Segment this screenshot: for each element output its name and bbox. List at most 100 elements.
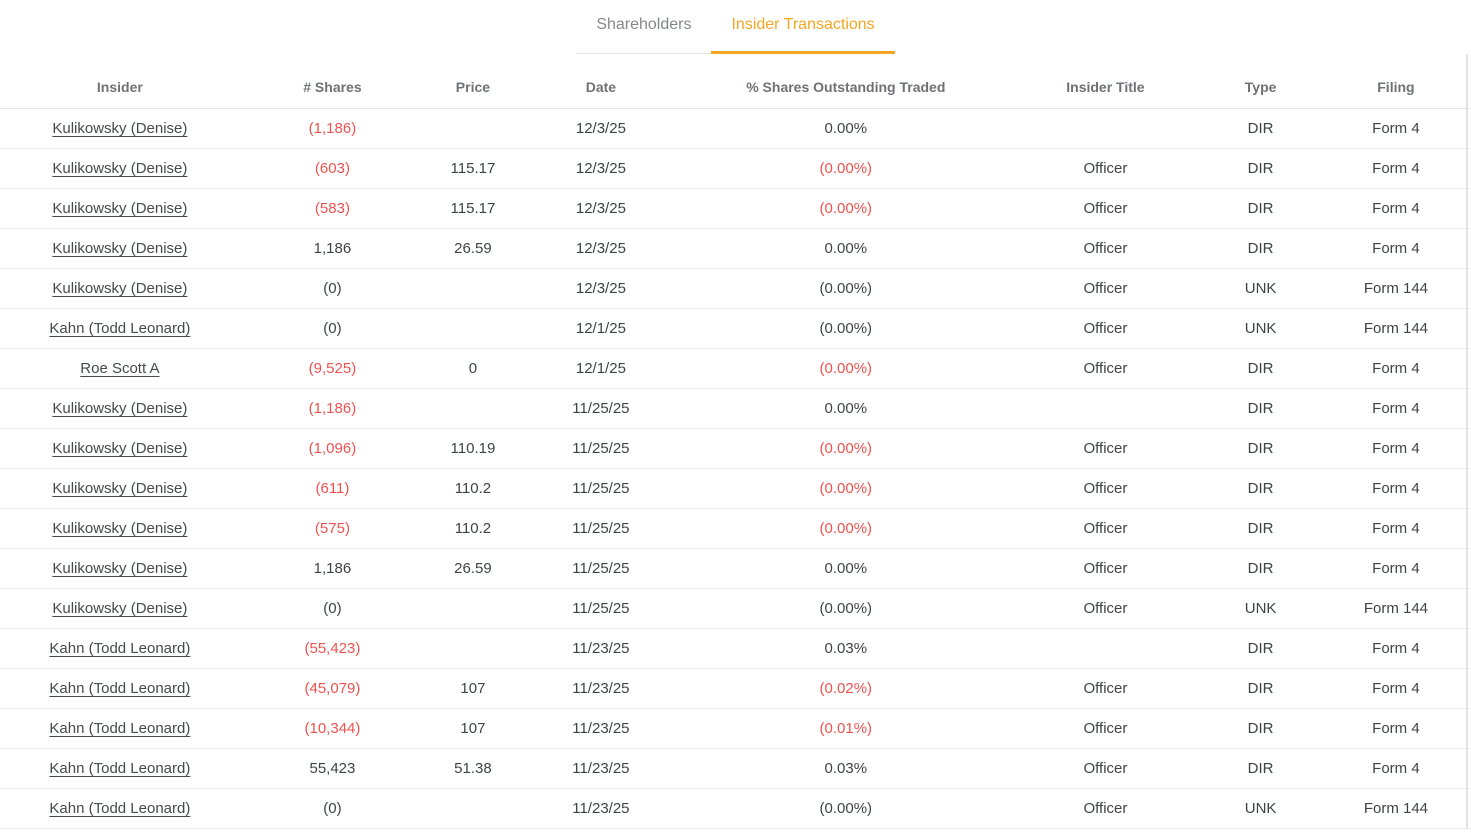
insider-link[interactable]: Kahn (Todd Leonard) <box>49 320 191 337</box>
table-row: Kulikowsky (Denise) (1,186) 11/25/25 0.0… <box>0 389 1471 429</box>
shares-cell: (1,186) <box>308 400 357 417</box>
type-cell: DIR <box>1247 200 1274 217</box>
insider-link[interactable]: Kahn (Todd Leonard) <box>49 680 191 697</box>
insider-title-cell: Officer <box>1083 280 1128 297</box>
price-cell: 115.17 <box>450 200 496 217</box>
insider-title-cell: Officer <box>1083 680 1128 697</box>
table-row: Kahn (Todd Leonard) (45,079) 107 11/23/2… <box>0 669 1471 709</box>
pct-shares-traded-cell: 0.03% <box>824 760 868 777</box>
filing-cell: Form 4 <box>1372 240 1420 257</box>
insider-title-cell: Officer <box>1083 560 1128 577</box>
filing-cell: Form 144 <box>1363 280 1429 297</box>
insider-title-cell: Officer <box>1083 320 1128 337</box>
type-cell: DIR <box>1247 240 1274 257</box>
filing-cell: Form 4 <box>1372 160 1420 177</box>
insider-link[interactable]: Kulikowsky (Denise) <box>52 240 188 257</box>
filing-cell: Form 4 <box>1372 440 1420 457</box>
insider-link[interactable]: Kulikowsky (Denise) <box>52 600 188 617</box>
column-header-pct-shares-outstanding-traded: % Shares Outstanding Traded <box>746 79 946 95</box>
type-cell: DIR <box>1247 440 1274 457</box>
insider-title-cell: Officer <box>1083 480 1128 497</box>
type-cell: DIR <box>1247 160 1274 177</box>
price-cell: 110.2 <box>454 480 492 497</box>
shares-cell: (603) <box>314 160 350 177</box>
pct-shares-traded-cell: 0.00% <box>824 560 868 577</box>
pct-shares-traded-cell: 0.00% <box>824 120 868 137</box>
type-cell: DIR <box>1247 480 1274 497</box>
insider-link[interactable]: Kahn (Todd Leonard) <box>49 720 191 737</box>
insider-link[interactable]: Kulikowsky (Denise) <box>52 560 188 577</box>
pct-shares-traded-cell: (0.00%) <box>819 480 873 497</box>
table-row: Kulikowsky (Denise) 1,186 26.59 11/25/25… <box>0 549 1471 589</box>
table-row: Kahn (Todd Leonard) (55,423) 11/23/25 0.… <box>0 629 1471 669</box>
date-cell: 12/3/25 <box>575 200 626 217</box>
table-row: Kulikowsky (Denise) (0) 12/3/25 (0.00%) … <box>0 269 1471 309</box>
shares-cell: (575) <box>314 520 350 537</box>
insider-link[interactable]: Kulikowsky (Denise) <box>52 520 188 537</box>
pct-shares-traded-cell: (0.00%) <box>819 200 873 217</box>
pct-shares-traded-cell: (0.00%) <box>819 440 873 457</box>
type-cell: DIR <box>1247 120 1274 137</box>
insider-title-cell: Officer <box>1083 360 1128 377</box>
price-cell: 107 <box>460 680 486 697</box>
insider-link[interactable]: Kulikowsky (Denise) <box>52 160 188 177</box>
date-cell: 11/23/25 <box>572 640 630 657</box>
insider-title-cell: Officer <box>1083 520 1128 537</box>
type-cell: UNK <box>1244 320 1277 337</box>
table-row: Kahn (Todd Leonard) 55,423 51.38 11/23/2… <box>0 749 1471 789</box>
scrollbar-track[interactable] <box>1466 54 1468 829</box>
shares-cell: 1,186 <box>313 240 352 257</box>
column-header-date: Date <box>585 79 617 95</box>
filing-cell: Form 144 <box>1363 320 1429 337</box>
insider-cell: Kahn (Todd Leonard) <box>0 760 240 777</box>
shares-cell: (10,344) <box>304 720 361 737</box>
date-cell: 12/3/25 <box>575 240 626 257</box>
insider-cell: Kahn (Todd Leonard) <box>0 680 240 697</box>
pct-shares-traded-cell: (0.00%) <box>819 800 873 817</box>
type-cell: DIR <box>1247 720 1274 737</box>
insider-link[interactable]: Kulikowsky (Denise) <box>52 200 188 217</box>
filing-cell: Form 4 <box>1372 480 1420 497</box>
insider-link[interactable]: Kulikowsky (Denise) <box>52 440 188 457</box>
tab-insider-transactions[interactable]: Insider Transactions <box>711 0 895 54</box>
insider-link[interactable]: Kahn (Todd Leonard) <box>49 760 191 777</box>
insider-cell: Kahn (Todd Leonard) <box>0 720 240 737</box>
insider-link[interactable]: Kulikowsky (Denise) <box>52 280 188 297</box>
date-cell: 12/1/25 <box>575 360 626 377</box>
insider-link[interactable]: Kahn (Todd Leonard) <box>49 800 191 817</box>
date-cell: 12/1/25 <box>575 320 626 337</box>
insider-link[interactable]: Kulikowsky (Denise) <box>52 400 188 417</box>
insider-link[interactable]: Kulikowsky (Denise) <box>52 120 188 137</box>
insider-link[interactable]: Kulikowsky (Denise) <box>52 480 188 497</box>
insider-cell: Kahn (Todd Leonard) <box>0 640 240 657</box>
insider-title-cell: Officer <box>1083 720 1128 737</box>
pct-shares-traded-cell: (0.01%) <box>819 720 873 737</box>
insider-cell: Kulikowsky (Denise) <box>0 160 240 177</box>
price-cell: 26.59 <box>454 560 492 577</box>
insider-cell: Kulikowsky (Denise) <box>0 480 240 497</box>
column-header-insider-title: Insider Title <box>1066 79 1145 95</box>
insider-cell: Kahn (Todd Leonard) <box>0 800 240 817</box>
shares-cell: (0) <box>323 280 342 297</box>
price-cell: 26.59 <box>454 240 492 257</box>
date-cell: 11/25/25 <box>572 520 630 537</box>
shares-cell: (0) <box>323 800 342 817</box>
insider-link[interactable]: Roe Scott A <box>80 360 160 377</box>
price-cell: 110.2 <box>454 520 492 537</box>
insider-cell: Kulikowsky (Denise) <box>0 400 240 417</box>
shares-cell: 1,186 <box>313 560 352 577</box>
insider-link[interactable]: Kahn (Todd Leonard) <box>49 640 191 657</box>
insider-cell: Kulikowsky (Denise) <box>0 560 240 577</box>
table-row: Kulikowsky (Denise) (603) 115.17 12/3/25… <box>0 149 1471 189</box>
insider-title-cell: Officer <box>1083 600 1128 617</box>
pct-shares-traded-cell: (0.00%) <box>819 520 873 537</box>
table-row: Kulikowsky (Denise) (0) 11/25/25 (0.00%)… <box>0 589 1471 629</box>
type-cell: DIR <box>1247 640 1274 657</box>
insider-title-cell: Officer <box>1083 440 1128 457</box>
pct-shares-traded-cell: (0.00%) <box>819 280 873 297</box>
filing-cell: Form 4 <box>1372 760 1420 777</box>
tab-shareholders[interactable]: Shareholders <box>576 0 712 54</box>
insider-cell: Kulikowsky (Denise) <box>0 280 240 297</box>
pct-shares-traded-cell: (0.00%) <box>819 600 873 617</box>
price-cell: 0 <box>468 360 478 377</box>
